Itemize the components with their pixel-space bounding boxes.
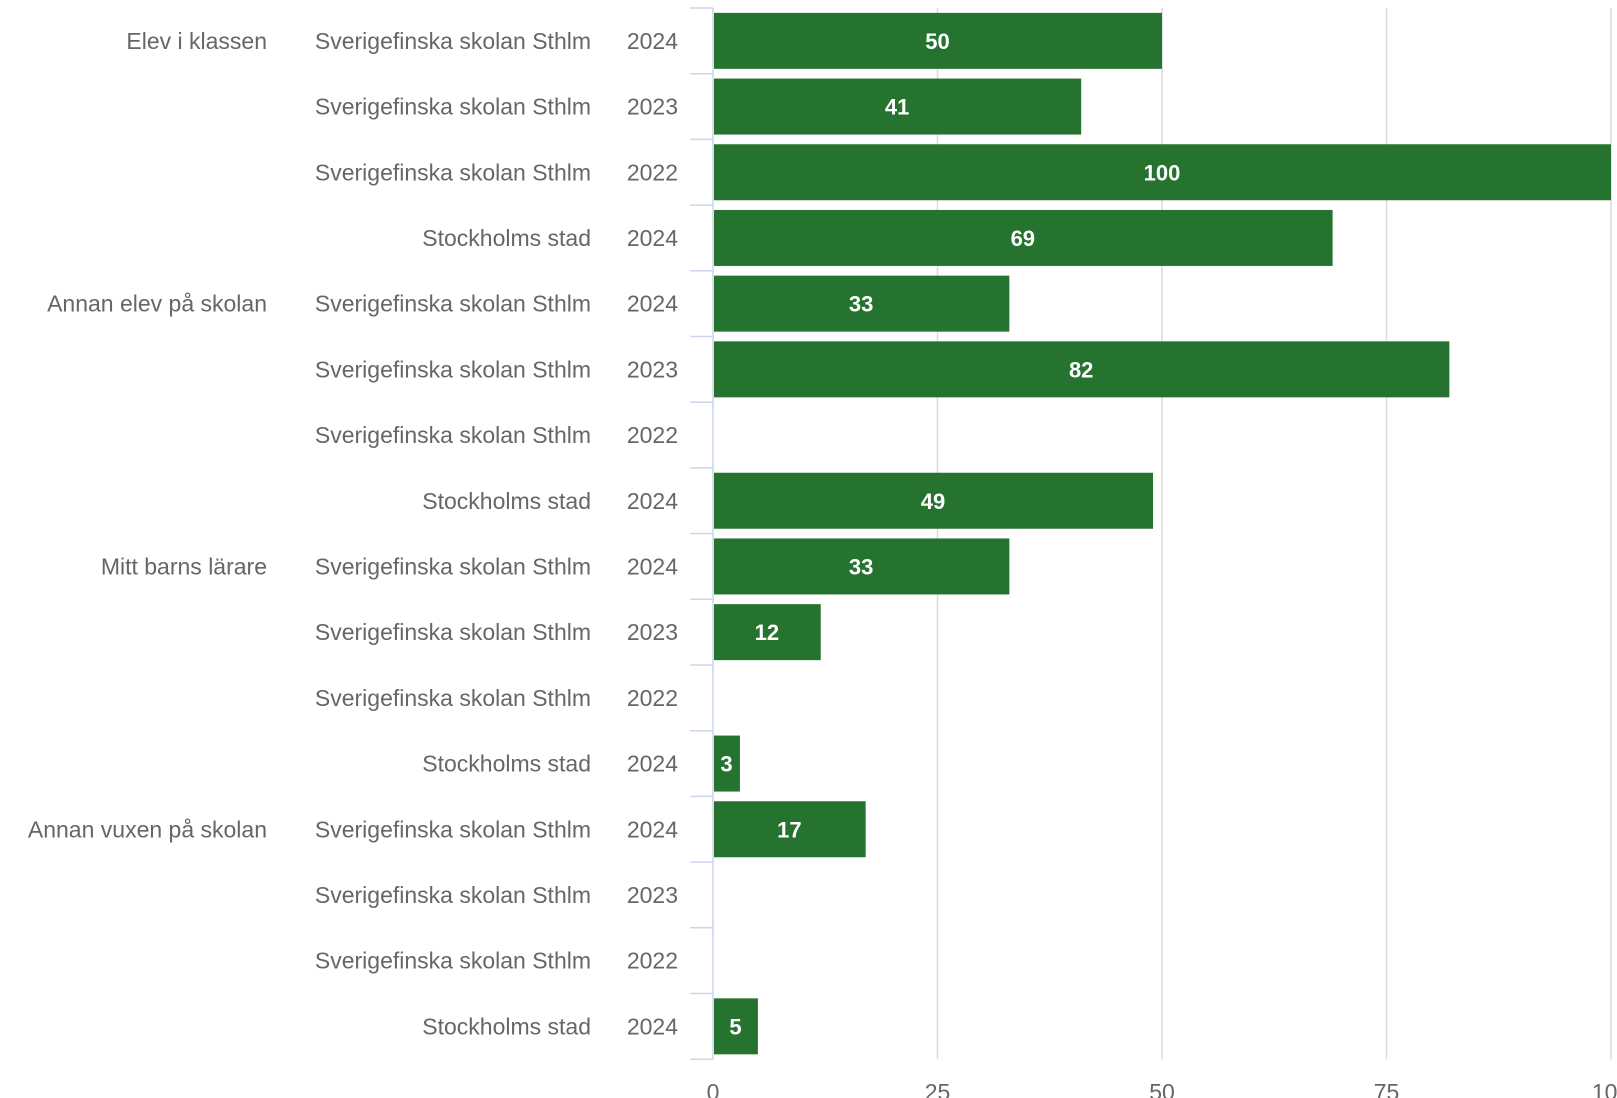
- category-label: Annan elev på skolan: [47, 291, 267, 317]
- row-labels: Elev i klassen Sverigefinska skolan Sthlm…: [28, 28, 678, 1040]
- school-label: Sverigefinska skolan Sthlm: [315, 94, 591, 120]
- school-label: Sverigefinska skolan Sthlm: [315, 882, 591, 908]
- year-label: 2024: [627, 291, 678, 317]
- year-label: 2024: [627, 28, 678, 54]
- year-label: 2024: [627, 751, 678, 777]
- school-label: Sverigefinska skolan Sthlm: [315, 28, 591, 54]
- year-label: 2023: [627, 619, 678, 645]
- category-label: Mitt barns lärare: [101, 553, 267, 579]
- school-label: Sverigefinska skolan Sthlm: [315, 422, 591, 448]
- data-label: 82: [1069, 357, 1093, 382]
- school-label: Stockholms stad: [422, 1013, 591, 1039]
- year-label: 2024: [627, 553, 678, 579]
- data-label: 49: [921, 489, 945, 514]
- school-label: Stockholms stad: [422, 225, 591, 251]
- data-label: 100: [1144, 160, 1181, 185]
- school-label: Stockholms stad: [422, 751, 591, 777]
- school-label: Sverigefinska skolan Sthlm: [315, 948, 591, 974]
- x-tick-label: 50: [1149, 1079, 1175, 1098]
- data-label: 3: [720, 752, 732, 777]
- data-label: 50: [925, 29, 949, 54]
- x-tick-label: 75: [1374, 1079, 1400, 1098]
- school-label: Sverigefinska skolan Sthlm: [315, 685, 591, 711]
- year-label: 2022: [627, 159, 678, 185]
- data-label: 12: [755, 620, 779, 645]
- school-label: Sverigefinska skolan Sthlm: [315, 291, 591, 317]
- data-label: 17: [777, 817, 801, 842]
- school-label: Sverigefinska skolan Sthlm: [315, 553, 591, 579]
- year-label: 2023: [627, 94, 678, 120]
- x-tick-label: 0: [707, 1079, 720, 1098]
- year-label: 2022: [627, 685, 678, 711]
- x-tick-label: 25: [925, 1079, 951, 1098]
- year-label: 2022: [627, 948, 678, 974]
- school-label: Sverigefinska skolan Sthlm: [315, 816, 591, 842]
- category-axis: [690, 8, 713, 1059]
- school-label: Sverigefinska skolan Sthlm: [315, 356, 591, 382]
- x-tick-label: 100: [1592, 1079, 1617, 1098]
- school-label: Sverigefinska skolan Sthlm: [315, 619, 591, 645]
- data-label: 69: [1011, 226, 1035, 251]
- year-label: 2022: [627, 422, 678, 448]
- data-label: 5: [729, 1014, 741, 1039]
- year-label: 2024: [627, 225, 678, 251]
- school-label: Sverigefinska skolan Sthlm: [315, 159, 591, 185]
- year-label: 2024: [627, 1013, 678, 1039]
- year-label: 2024: [627, 816, 678, 842]
- year-label: 2024: [627, 488, 678, 514]
- data-label: 41: [885, 95, 909, 120]
- category-label: Elev i klassen: [126, 28, 267, 54]
- category-label: Annan vuxen på skolan: [28, 816, 267, 842]
- year-label: 2023: [627, 882, 678, 908]
- school-label: Stockholms stad: [422, 488, 591, 514]
- x-axis-ticks: 0 25 50 75 100: [707, 1079, 1617, 1098]
- data-label: 33: [849, 292, 873, 317]
- year-label: 2023: [627, 356, 678, 382]
- data-label: 33: [849, 554, 873, 579]
